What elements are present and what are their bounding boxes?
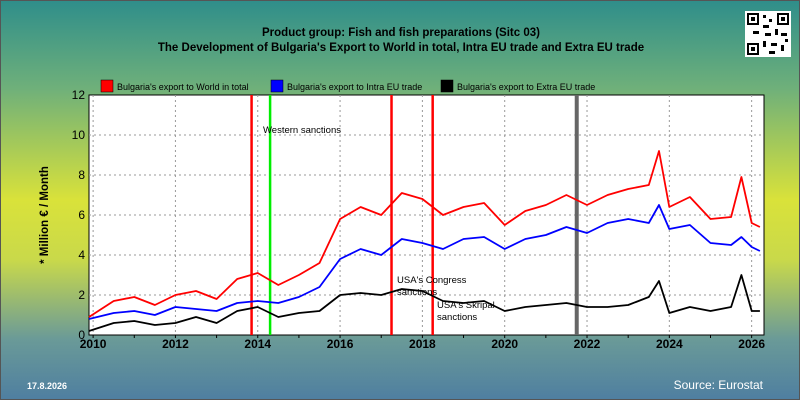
y-tick-label: 8 bbox=[78, 168, 85, 182]
event-label: Western sanctions bbox=[263, 125, 341, 136]
chart-title: The Development of Bulgaria's Export to … bbox=[157, 42, 645, 54]
y-axis-label: * Million € / Month bbox=[39, 166, 51, 264]
x-tick-label: 2026 bbox=[738, 337, 765, 351]
event-label: USA's Congress sanctions bbox=[397, 275, 467, 298]
x-tick-label: 2018 bbox=[409, 337, 436, 351]
x-tick-label: 2020 bbox=[491, 337, 518, 351]
source-note: Source: Eurostat bbox=[673, 378, 763, 392]
y-tick-label: 0 bbox=[78, 328, 85, 342]
y-tick-label: 2 bbox=[78, 288, 85, 302]
y-tick-label: 4 bbox=[78, 248, 85, 262]
legend-label: Bulgaria's export to Extra EU trade bbox=[457, 82, 595, 92]
legend-swatch bbox=[440, 79, 454, 93]
legend-swatch bbox=[270, 79, 284, 93]
y-tick-label: 10 bbox=[72, 128, 86, 142]
legend-label: Bulgaria's export to Intra EU trade bbox=[287, 82, 422, 92]
date-stamp: 17.8.2026 bbox=[27, 381, 68, 391]
qr-code-icon bbox=[745, 11, 791, 57]
x-tick-label: 2022 bbox=[574, 337, 601, 351]
y-tick-label: 6 bbox=[78, 208, 85, 222]
series-line-extra-eu bbox=[88, 274, 760, 332]
x-tick-label: 2016 bbox=[327, 337, 354, 351]
plot-area bbox=[88, 94, 765, 336]
legend-label: Bulgaria's export to World in total bbox=[117, 82, 249, 92]
series-line-world bbox=[88, 150, 761, 318]
x-tick-label: 2024 bbox=[656, 337, 683, 351]
x-tick-label: 2012 bbox=[162, 337, 189, 351]
y-tick-label: 12 bbox=[72, 88, 86, 102]
legend-swatch bbox=[100, 79, 114, 93]
series-line-intra-eu bbox=[88, 204, 761, 320]
x-tick-label: 2010 bbox=[80, 337, 107, 351]
event-label: USA's Skripal sanctions bbox=[437, 300, 495, 323]
x-tick-label: 2014 bbox=[244, 337, 271, 351]
chart-subtitle: Product group: Fish and fish preparation… bbox=[262, 27, 540, 39]
